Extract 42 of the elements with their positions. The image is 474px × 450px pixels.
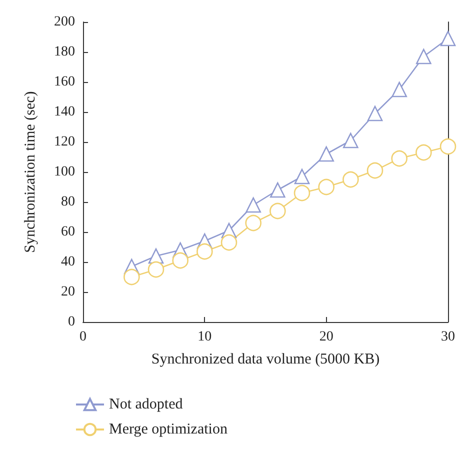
point bbox=[148, 261, 164, 278]
y-tick-label: 20 bbox=[61, 284, 75, 300]
y-axis-title: Synchronization time (sec) bbox=[22, 91, 38, 253]
point bbox=[343, 132, 358, 148]
legend-label: Not adopted bbox=[109, 396, 184, 412]
y-tick-label: 80 bbox=[61, 194, 75, 210]
y-tick-label: 0 bbox=[68, 314, 75, 330]
y-tick-label: 200 bbox=[54, 14, 75, 30]
point bbox=[294, 168, 310, 184]
legend-label: Merge optimization bbox=[109, 422, 228, 438]
point bbox=[294, 184, 310, 202]
y-tick-label: 60 bbox=[61, 224, 75, 240]
y-tick-label: 180 bbox=[54, 44, 75, 60]
point bbox=[366, 162, 384, 179]
point bbox=[196, 243, 213, 260]
point bbox=[416, 48, 432, 64]
point bbox=[220, 234, 238, 251]
point bbox=[440, 30, 456, 46]
point bbox=[246, 197, 261, 213]
point bbox=[318, 146, 334, 162]
x-tick-label: 0 bbox=[80, 330, 86, 344]
point bbox=[270, 182, 286, 198]
point bbox=[124, 268, 140, 286]
point bbox=[392, 82, 407, 98]
x-tick-label: 30 bbox=[441, 330, 455, 344]
point bbox=[367, 106, 383, 122]
point bbox=[270, 202, 286, 220]
point bbox=[416, 144, 432, 161]
point bbox=[318, 178, 334, 196]
x-tick-label: 20 bbox=[319, 330, 334, 344]
point bbox=[245, 214, 262, 232]
point bbox=[391, 150, 408, 167]
x-axis-title: Synchronized data volume (5000 KB) bbox=[151, 352, 380, 368]
point bbox=[172, 252, 188, 269]
y-tick-label: 140 bbox=[54, 104, 75, 120]
y-tick-label: 160 bbox=[54, 74, 75, 90]
y-tick-label: 100 bbox=[54, 164, 75, 180]
point bbox=[342, 171, 359, 188]
y-tick-label: 40 bbox=[61, 254, 75, 270]
point bbox=[440, 138, 456, 155]
y-tick-label: 120 bbox=[54, 134, 75, 150]
x-tick-label: 10 bbox=[198, 330, 212, 344]
